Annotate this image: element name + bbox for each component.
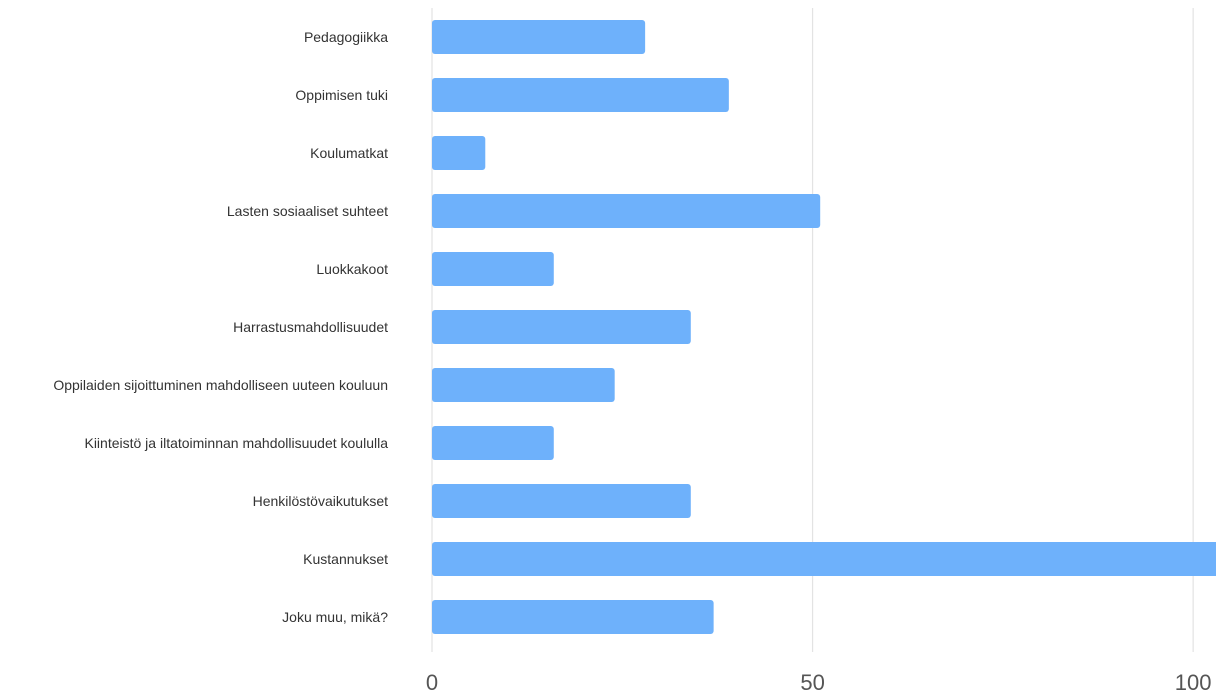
bars [432,20,1216,634]
category-label: Kiinteistö ja iltatoiminnan mahdollisuud… [84,435,388,451]
category-labels: Pedagogiikka Oppimisen tuki Koulumatkat Las… [53,29,388,625]
bar-6 [432,368,615,402]
bar-8 [432,484,691,518]
category-label: Joku muu, mikä? [282,609,388,625]
category-label: Henkilöstövaikutukset [253,493,389,509]
x-tick-label: 100 [1175,670,1212,693]
bar-10 [432,600,714,634]
x-tick-label: 50 [800,670,824,693]
bar-0 [432,20,646,54]
x-tick-label: 0 [426,670,438,693]
category-label: Kustannukset [303,551,388,567]
bar-4 [432,252,554,286]
bar-5 [432,310,691,344]
x-axis-tick-labels: 0 50 100 [426,670,1212,693]
category-label: Harrastusmahdollisuudet [233,319,388,335]
category-label: Pedagogiikka [304,29,388,45]
bar-2 [432,136,486,170]
bar-1 [432,78,729,112]
bar-7 [432,426,554,460]
category-label: Oppilaiden sijoittuminen mahdolliseen uu… [53,377,388,393]
bar-3 [432,194,821,228]
category-label: Oppimisen tuki [295,87,388,103]
category-label: Lasten sosiaaliset suhteet [227,203,388,219]
bar-9 [432,542,1216,576]
category-label: Koulumatkat [310,145,388,161]
category-label: Luokkakoot [316,261,388,277]
